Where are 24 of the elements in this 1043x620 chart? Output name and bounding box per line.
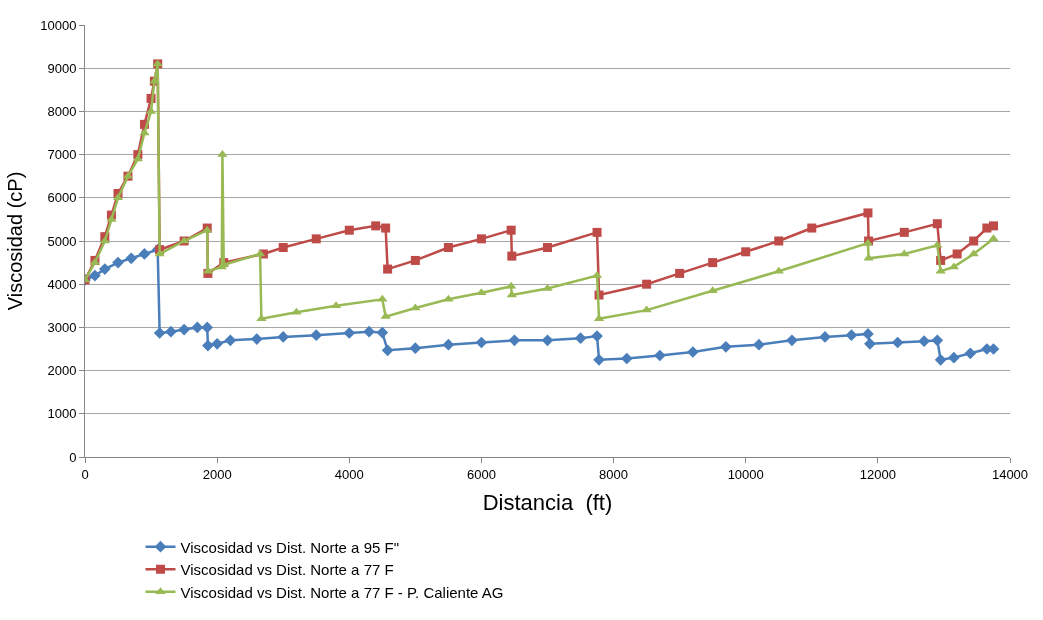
x-tick-label: 14000 <box>991 466 1029 482</box>
x-tick-label: 4000 <box>334 466 364 482</box>
legend-label: Viscosidad vs Dist. Norte a 77 F <box>180 561 394 579</box>
x-tick-label: 0 <box>81 466 89 482</box>
y-tick-label: 1000 <box>47 406 77 422</box>
y-tick-label: 6000 <box>47 190 77 206</box>
y-tick-label: 9000 <box>47 60 77 76</box>
y-tick-label: 0 <box>69 449 77 465</box>
x-tick-label: 2000 <box>202 466 232 482</box>
x-tick-label: 6000 <box>466 466 496 482</box>
y-tick-label: 7000 <box>47 147 77 163</box>
y-tick-label: 5000 <box>47 233 77 249</box>
x-tick-label: 10000 <box>727 466 764 482</box>
y-tick-label: 10000 <box>40 17 77 33</box>
y-tick-label: 4000 <box>47 276 77 292</box>
y-tick-label: 2000 <box>47 363 77 379</box>
legend-label: Viscosidad vs Dist. Norte a 95 F" <box>180 538 399 556</box>
legend-label: Viscosidad vs Dist. Norte a 77 F - P. Caliente AG <box>180 583 504 601</box>
y-tick-label: 3000 <box>47 319 77 335</box>
y-axis-title: Viscosidad (cP) <box>3 171 26 311</box>
y-tick-label: 8000 <box>47 103 77 119</box>
x-tick-label: 12000 <box>859 466 896 482</box>
x-axis-title: Distancia (ft) <box>482 490 613 516</box>
x-tick-label: 8000 <box>599 466 629 482</box>
